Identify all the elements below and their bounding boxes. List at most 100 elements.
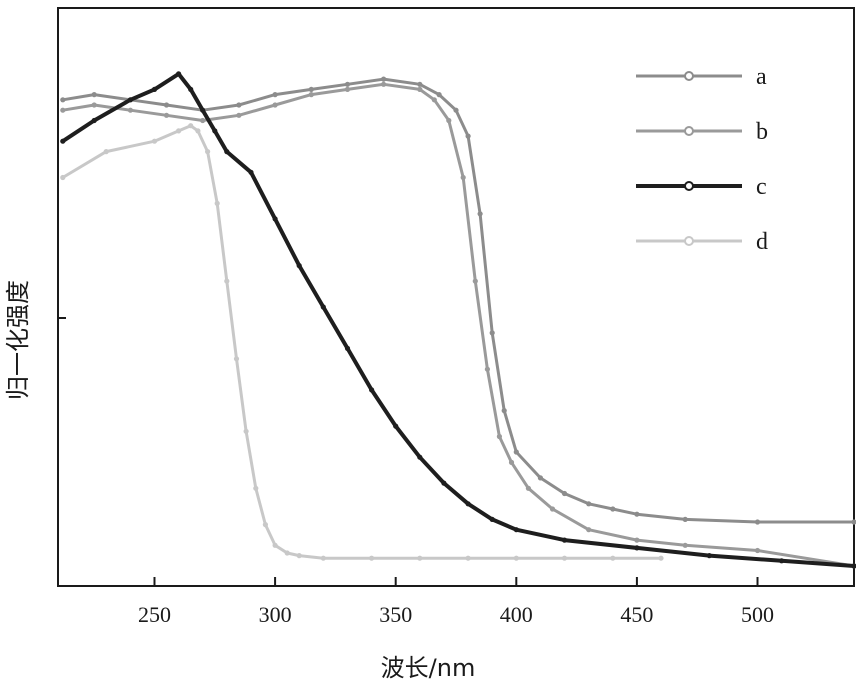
series-a-point: [477, 211, 483, 217]
series-b-point: [586, 527, 592, 533]
y-axis-label: 归一化强度: [4, 280, 32, 400]
series-c-point: [344, 345, 351, 351]
series-a-point: [91, 92, 97, 98]
series-c-point: [272, 216, 278, 222]
series-b-point: [754, 547, 761, 554]
series-b-point: [417, 86, 423, 92]
series-a-point: [537, 475, 544, 481]
series-c-point: [706, 553, 712, 559]
series-a-point: [465, 133, 471, 139]
series-c-point: [513, 527, 519, 533]
series-d-point: [658, 555, 664, 561]
series-d-point: [320, 555, 326, 561]
series-d-point: [296, 553, 302, 559]
legend-marker-a: [684, 71, 694, 81]
x-tick-label: 400: [500, 602, 533, 627]
x-tick-label: 350: [379, 602, 412, 627]
series-a-point: [851, 519, 856, 525]
series-d-line: [62, 124, 661, 560]
series-d-point: [610, 555, 616, 561]
series-d-point: [417, 555, 423, 561]
series-d-point: [233, 356, 240, 362]
series-b-point: [508, 459, 515, 465]
series-b-point: [236, 112, 242, 118]
series-b-point: [91, 102, 97, 108]
series-c-point: [151, 86, 158, 92]
series-c-point: [465, 501, 471, 507]
series-c-point: [212, 128, 218, 134]
series-c-point: [441, 480, 447, 486]
series-d-point: [369, 555, 375, 561]
series-b-point: [431, 97, 437, 103]
series-c-point: [224, 149, 230, 155]
series-b-point: [344, 86, 351, 92]
legend-label-c: c: [756, 174, 767, 200]
series-c-point: [561, 537, 568, 543]
series-c-point: [489, 516, 495, 523]
series-b-point: [496, 433, 502, 440]
series-d-point: [272, 542, 278, 548]
series-c-line: [61, 71, 855, 568]
series-a-point: [344, 81, 351, 87]
series-d-point: [262, 522, 268, 528]
series-d-point: [561, 555, 568, 561]
series-b-point: [484, 366, 490, 372]
series-c-point: [369, 387, 375, 393]
series-a-point: [272, 92, 278, 98]
series-b-point: [525, 485, 532, 491]
series-d-point: [60, 174, 66, 181]
series-d-point: [214, 200, 220, 206]
series-a-point: [513, 449, 519, 455]
series-b-point: [200, 117, 206, 124]
series-c-point: [176, 71, 182, 77]
series-b-point: [163, 112, 170, 118]
x-axis-label: 波长/nm: [381, 654, 476, 682]
series-d-point: [195, 128, 201, 134]
series-a-point: [453, 107, 459, 113]
x-tick-label: 300: [259, 602, 292, 627]
series-c-point: [91, 117, 97, 124]
series-a-point: [501, 408, 507, 414]
series-d-point: [253, 485, 259, 491]
series-c-point: [248, 169, 254, 175]
series-a-point: [236, 102, 242, 108]
series-layer: [60, 71, 856, 569]
series-d-point: [205, 149, 211, 155]
series-b-point: [634, 537, 640, 543]
legend-label-a: a: [756, 64, 767, 90]
series-a-point: [60, 97, 66, 103]
series-a-point: [754, 519, 761, 525]
series-c-point: [188, 86, 194, 92]
series-b-point: [60, 107, 66, 113]
series-b-point: [308, 92, 314, 98]
series-b-point: [472, 278, 478, 284]
series-c-point: [127, 97, 133, 103]
series-c-point: [779, 558, 785, 564]
series-d-point: [188, 123, 194, 129]
x-tick-label: 450: [620, 602, 653, 627]
series-b-point: [460, 174, 466, 181]
series-a-point: [586, 501, 592, 507]
series-b-point: [446, 117, 452, 124]
series-b-point: [549, 506, 556, 512]
series-a-point: [561, 490, 568, 497]
series-a-point: [436, 92, 442, 98]
series-b-point: [682, 542, 688, 548]
series-d-point: [284, 550, 290, 556]
series-c-point: [60, 138, 66, 144]
legend-label-d: d: [756, 229, 768, 255]
series-a-point: [308, 86, 314, 92]
series-b-point: [272, 102, 278, 108]
x-tick-label: 500: [741, 602, 774, 627]
series-a-point: [489, 330, 495, 336]
legend: a b c d: [636, 64, 768, 255]
legend-marker-c: [684, 181, 694, 191]
legend-marker-b: [684, 126, 694, 136]
series-b-point: [381, 81, 387, 87]
series-d-point: [513, 555, 519, 561]
series-c-point: [200, 107, 206, 113]
legend-marker-d: [684, 236, 694, 246]
legend-label-b: b: [756, 119, 768, 145]
x-ticks: 250 300 350 400 450 500: [138, 577, 774, 627]
